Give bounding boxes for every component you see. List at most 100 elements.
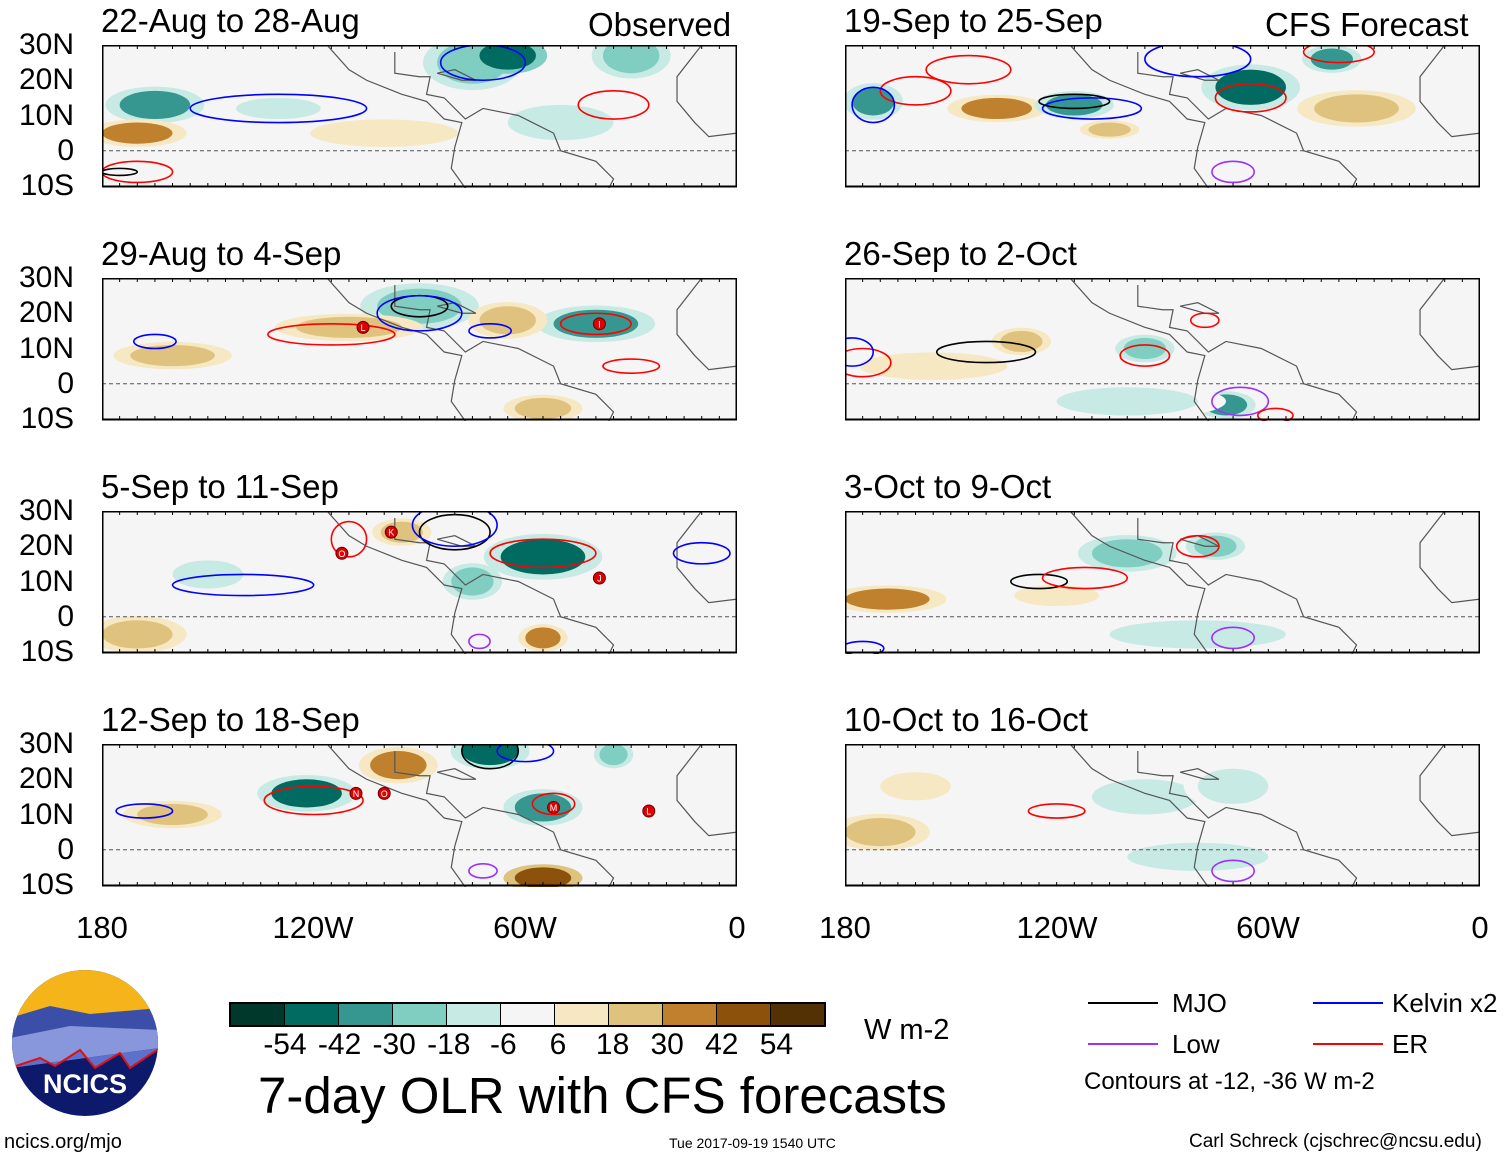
storm-letter: O	[381, 789, 388, 799]
olr-anomaly	[102, 122, 173, 144]
lon-label: 0	[1471, 910, 1489, 945]
olr-anomaly	[451, 567, 494, 596]
olr-anomaly	[370, 751, 427, 780]
mjo-contour	[1038, 93, 1111, 110]
storm-letter: N	[353, 789, 360, 799]
lat-label: 10S	[20, 868, 74, 901]
coastline	[676, 511, 737, 604]
panel-title: 5-Sep to 11-Sep	[101, 468, 339, 505]
storm-letter: L	[646, 806, 651, 816]
coastline	[436, 302, 477, 314]
er-contour	[1214, 82, 1287, 113]
low-contour	[1211, 626, 1256, 650]
er-contour	[1027, 803, 1086, 819]
coastline	[394, 285, 615, 421]
er-contour	[879, 75, 952, 106]
kelvin-contour	[115, 803, 174, 819]
colorbar-label: -6	[490, 1028, 517, 1061]
er-contour	[102, 160, 174, 184]
olr-anomaly	[1310, 48, 1353, 70]
lat-label: 20N	[18, 529, 74, 563]
contour-note: Contours at -12, -36 W m-2	[1084, 1068, 1375, 1095]
ncics-logo: NCICS	[12, 970, 158, 1116]
low-contour	[1211, 160, 1256, 184]
er-contour	[925, 54, 1012, 85]
kelvin-contour	[411, 511, 498, 548]
kelvin-contour	[1144, 45, 1252, 78]
coastline	[326, 45, 467, 188]
colorbar-label: -42	[317, 1028, 362, 1061]
kelvin-contour	[132, 333, 177, 350]
storm-marker	[592, 571, 606, 585]
olr-anomaly	[602, 45, 660, 74]
map-panel	[845, 278, 1480, 421]
coastline	[1419, 45, 1480, 138]
low-legend-line	[1088, 1043, 1158, 1045]
colorbar-swatch	[393, 1004, 447, 1025]
storm-marker	[547, 800, 561, 814]
legend-mjo: MJO	[1172, 988, 1227, 1018]
panel-title: 12-Sep to 18-Sep	[101, 701, 360, 738]
kelvin-contour	[376, 294, 463, 332]
olr-anomaly	[1000, 330, 1043, 353]
kelvin-contour	[672, 541, 731, 565]
coastline	[394, 751, 615, 887]
kelvin-contour	[189, 93, 368, 124]
site-url[interactable]: ncics.org/mjo	[4, 1131, 122, 1153]
er-contour	[1256, 407, 1294, 421]
timestamp: Tue 2017-09-19 1540 UTC	[669, 1135, 836, 1151]
er-contour	[1189, 312, 1220, 329]
olr-anomaly	[525, 627, 561, 649]
olr-anomaly	[507, 104, 614, 141]
coastline	[1069, 45, 1210, 188]
panel-title: 22-Aug to 28-Aug	[101, 2, 360, 39]
colorbar-label: 6	[549, 1028, 567, 1061]
lat-label: 20N	[18, 296, 74, 330]
olr-anomaly	[172, 560, 244, 589]
lat-label: 0	[57, 133, 74, 167]
panel-title: 10-Oct to 16-Oct	[844, 701, 1088, 738]
lon-label: 60W	[1236, 910, 1300, 945]
storm-letter: J	[597, 573, 602, 583]
kelvin-contour	[468, 323, 513, 339]
lat-label: 10N	[18, 797, 74, 831]
map-panel	[845, 45, 1480, 188]
coastline	[436, 768, 477, 780]
er-contour	[1302, 45, 1375, 64]
colorbar-swatch	[771, 1004, 824, 1025]
kelvin-contour	[439, 45, 527, 82]
colorbar-swatch	[717, 1004, 771, 1025]
panel-title: 26-Sep to 2-Oct	[844, 235, 1077, 272]
er-contour	[1119, 344, 1171, 367]
colorbar-label: -30	[372, 1028, 416, 1061]
olr-anomaly	[845, 818, 916, 847]
lon-label: 120W	[1016, 910, 1098, 945]
coastline	[1137, 518, 1358, 654]
kelvin-contour	[1041, 97, 1143, 120]
storm-marker	[642, 804, 656, 818]
olr-anomaly	[236, 97, 321, 120]
er-legend-line	[1313, 1043, 1383, 1045]
coastline	[676, 45, 737, 138]
storm-marker	[377, 786, 391, 800]
storm-marker	[384, 525, 398, 539]
er-contour	[489, 538, 597, 569]
er-contour	[559, 312, 632, 336]
olr-anomaly	[1215, 69, 1286, 105]
coastline	[1419, 511, 1480, 604]
olr-anomaly	[479, 45, 536, 70]
low-contour	[1211, 386, 1270, 417]
low-contour	[468, 633, 491, 650]
figure-title: 7-day OLR with CFS forecasts	[258, 1067, 947, 1124]
mjo-contour	[1010, 573, 1069, 590]
colorbar-label: 54	[759, 1028, 794, 1061]
low-contour	[1211, 859, 1256, 883]
er-contour	[330, 520, 368, 558]
lon-label: 180	[819, 910, 871, 945]
olr-anomaly	[845, 588, 930, 610]
lon-label: 60W	[493, 910, 557, 945]
colorbar-swatch	[231, 1004, 285, 1025]
olr-anomaly	[500, 539, 586, 575]
coastline	[676, 278, 737, 371]
storm-letter: O	[338, 549, 345, 559]
